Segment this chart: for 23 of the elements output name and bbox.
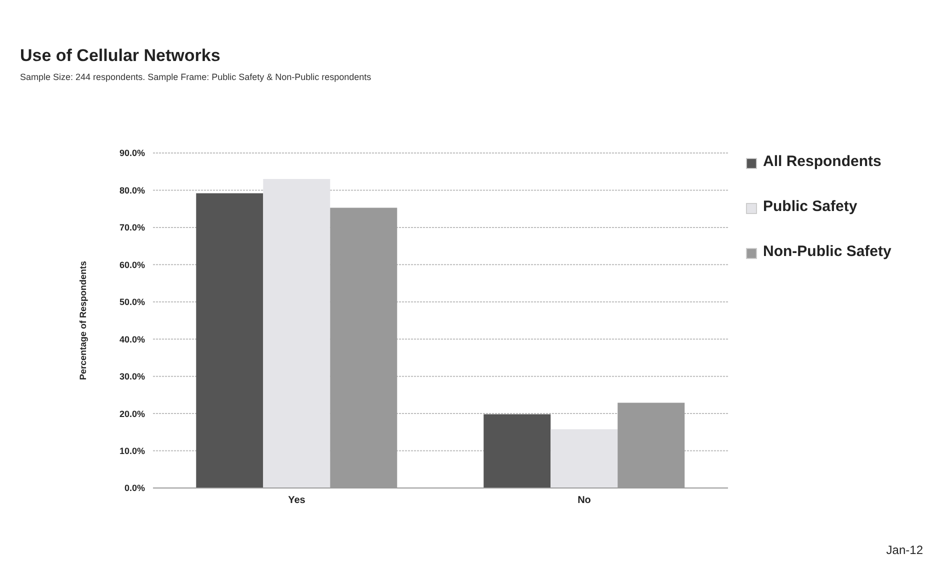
y-tick-label: 60.0% (119, 260, 145, 270)
chart-subtitle: Sample Size: 244 respondents. Sample Frame: Public Safety & Non-Public respondents (20, 72, 372, 82)
y-tick-label: 0.0% (124, 483, 145, 494)
legend-label: All Respondents (763, 153, 882, 170)
bar (263, 179, 330, 488)
x-tick-label: Yes (288, 495, 306, 506)
chart-title: Use of Cellular Networks (20, 46, 220, 66)
bar (196, 193, 264, 488)
y-axis-title: Percentage of Respondents (78, 260, 88, 380)
y-tick-label: 10.0% (119, 446, 145, 456)
y-tick-label: 90.0% (119, 148, 145, 158)
x-tick-label: No (578, 495, 591, 506)
legend-label: Non-Public Safety (763, 243, 892, 260)
y-tick-label: 80.0% (119, 185, 145, 196)
y-tick-label: 50.0% (119, 297, 145, 308)
bar (550, 429, 618, 488)
y-tick-label: 70.0% (119, 222, 145, 233)
y-tick-label: 30.0% (119, 372, 145, 382)
bar (484, 414, 551, 488)
y-tick-label: 20.0% (119, 408, 145, 419)
text: Jan-12 (886, 543, 923, 557)
legend-label: Public Safety (763, 198, 858, 215)
y-tick-label: 40.0% (119, 334, 145, 344)
